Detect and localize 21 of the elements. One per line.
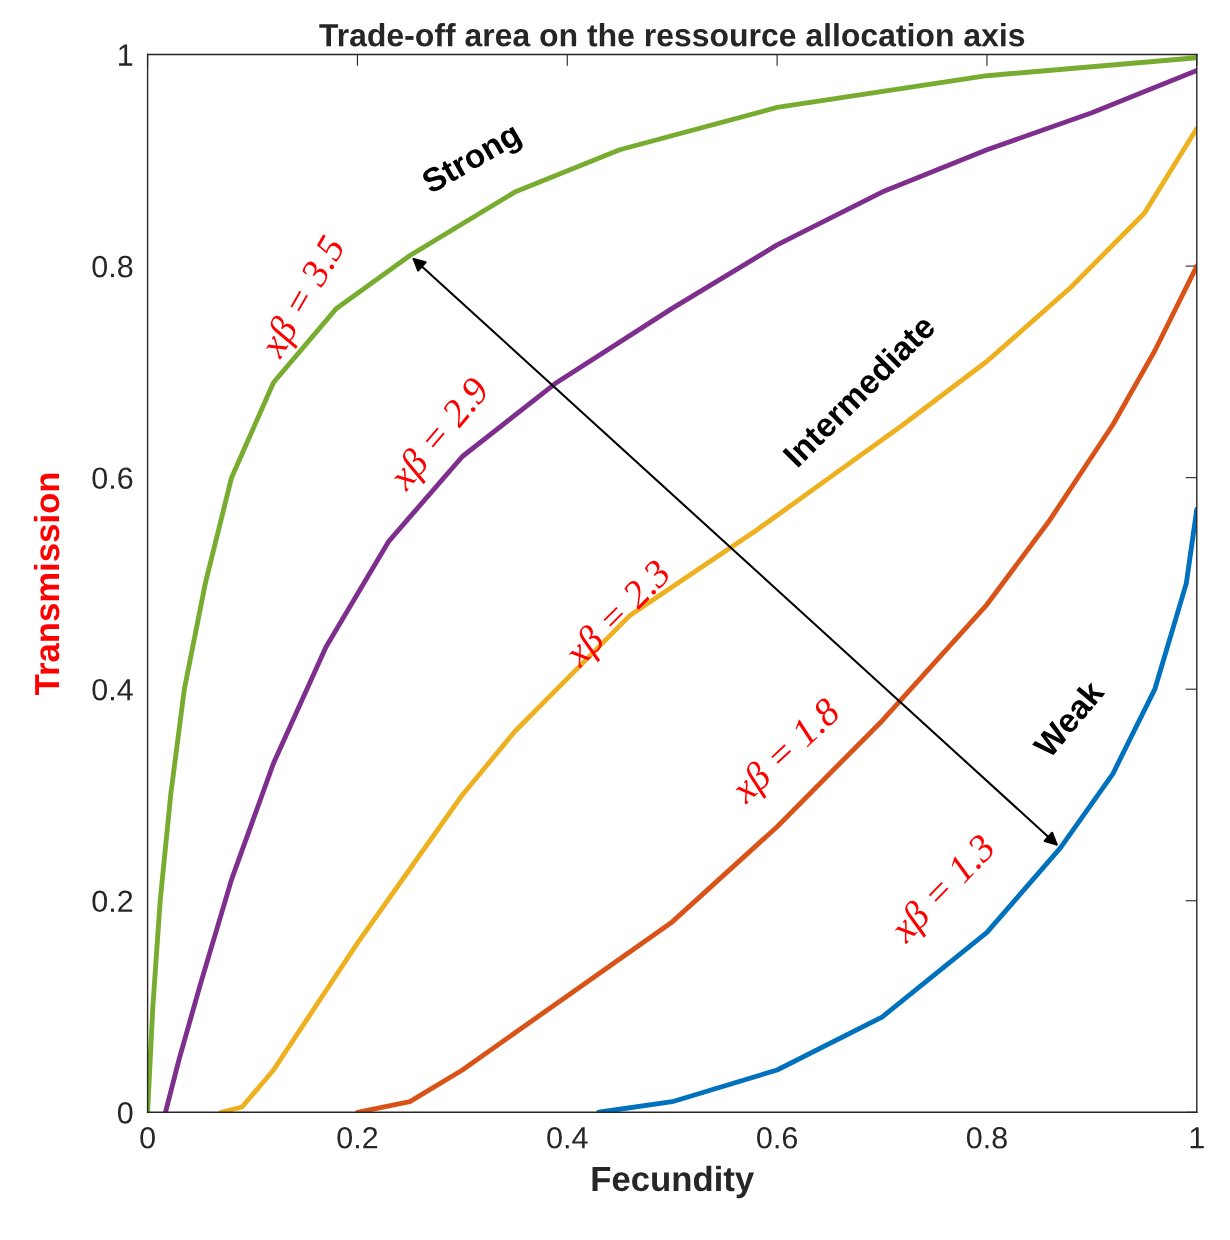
x-tick-label: 1: [1190, 1127, 1204, 1149]
y-tick-label: 0.2: [92, 890, 133, 913]
annotation: xβ = 2.3: [560, 557, 678, 675]
annotation: xβ = 3.5: [256, 233, 353, 364]
y-tick-label: 0.6: [92, 467, 133, 490]
y-axis-title: Transmission: [33, 473, 60, 695]
y-tick-label: 0.4: [92, 678, 133, 701]
y-tick-label: 0: [117, 1102, 133, 1124]
x-tick-label: 0.8: [966, 1126, 1007, 1149]
annotation: xβ = 2.9: [385, 374, 497, 498]
annotation: xβ = 1.3: [886, 831, 1003, 950]
chart-title: Trade-off area on the ressource allocation axis: [319, 23, 1025, 47]
annotation: xβ = 1.8: [727, 695, 848, 811]
line-series: [355, 263, 1197, 1113]
x-tick-label: 0.6: [757, 1126, 798, 1149]
y-tick-label: 0.8: [92, 255, 133, 278]
y-tick-label: 1: [119, 44, 133, 66]
x-tick-label: 0: [140, 1126, 155, 1149]
x-axis-title: Fecundity: [592, 1165, 755, 1199]
x-tick-label: 0.4: [547, 1126, 588, 1149]
x-tick-label: 0.2: [337, 1126, 378, 1149]
